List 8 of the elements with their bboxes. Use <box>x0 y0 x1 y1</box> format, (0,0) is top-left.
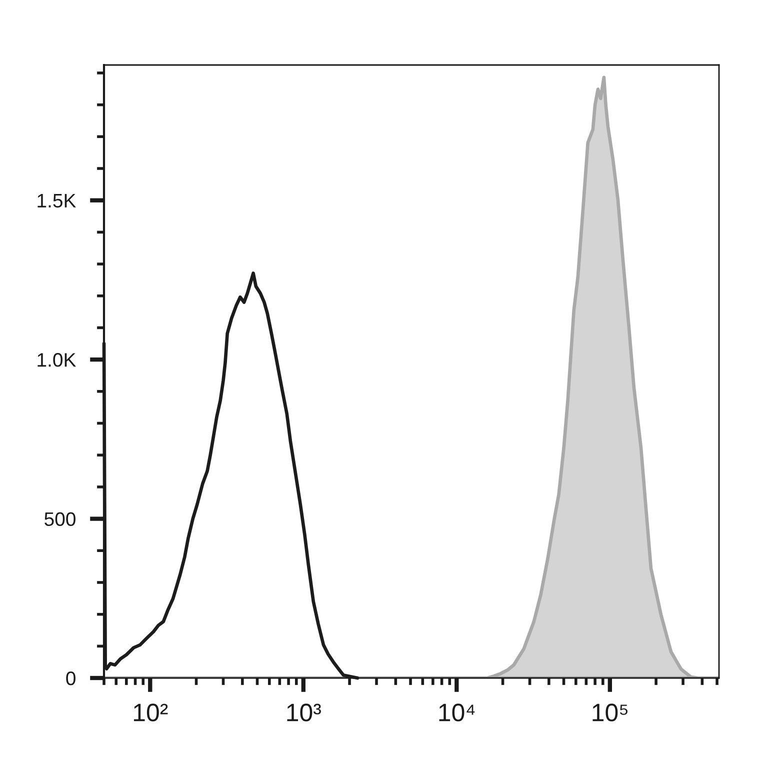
y-tick-label: 1.5K <box>38 194 76 208</box>
y-tick-label: 0 <box>66 671 76 686</box>
x-tick-label: 10⁵ <box>592 704 628 722</box>
x-tick-label: 10² <box>134 704 168 722</box>
x-tick-label: 10³ <box>287 704 321 722</box>
y-tick-label: 500 <box>44 512 76 526</box>
x-tick-label: 10⁴ <box>439 704 475 722</box>
y-tick-label: 1.0K <box>38 353 76 367</box>
